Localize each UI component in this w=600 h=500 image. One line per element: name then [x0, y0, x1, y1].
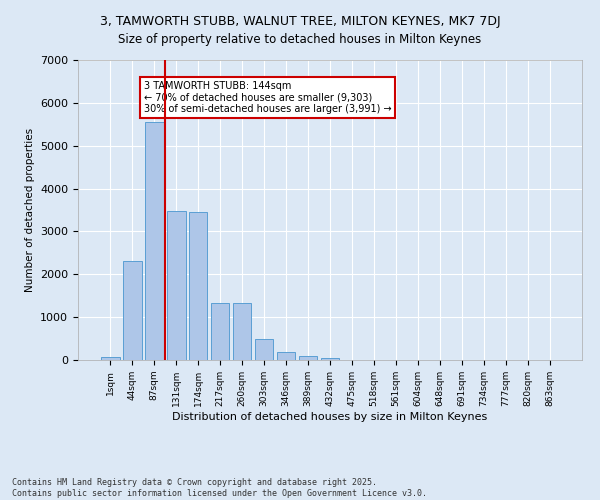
Bar	[123, 262, 142, 360]
Text: Size of property relative to detached houses in Milton Keynes: Size of property relative to detached ho…	[118, 32, 482, 46]
Text: 3, TAMWORTH STUBB, WALNUT TREE, MILTON KEYNES, MK7 7DJ: 3, TAMWORTH STUBB, WALNUT TREE, MILTON K…	[100, 15, 500, 28]
Bar	[211, 303, 229, 360]
Bar	[167, 212, 185, 360]
Bar	[145, 122, 164, 360]
Text: 3 TAMWORTH STUBB: 144sqm
← 70% of detached houses are smaller (9,303)
30% of sem: 3 TAMWORTH STUBB: 144sqm ← 70% of detach…	[143, 81, 391, 114]
Bar	[277, 352, 295, 360]
X-axis label: Distribution of detached houses by size in Milton Keynes: Distribution of detached houses by size …	[172, 412, 488, 422]
Bar	[255, 340, 274, 360]
Text: Contains HM Land Registry data © Crown copyright and database right 2025.
Contai: Contains HM Land Registry data © Crown c…	[12, 478, 427, 498]
Bar	[189, 212, 208, 360]
Bar	[101, 357, 119, 360]
Bar	[233, 304, 251, 360]
Bar	[320, 358, 340, 360]
Bar	[299, 356, 317, 360]
Y-axis label: Number of detached properties: Number of detached properties	[25, 128, 35, 292]
